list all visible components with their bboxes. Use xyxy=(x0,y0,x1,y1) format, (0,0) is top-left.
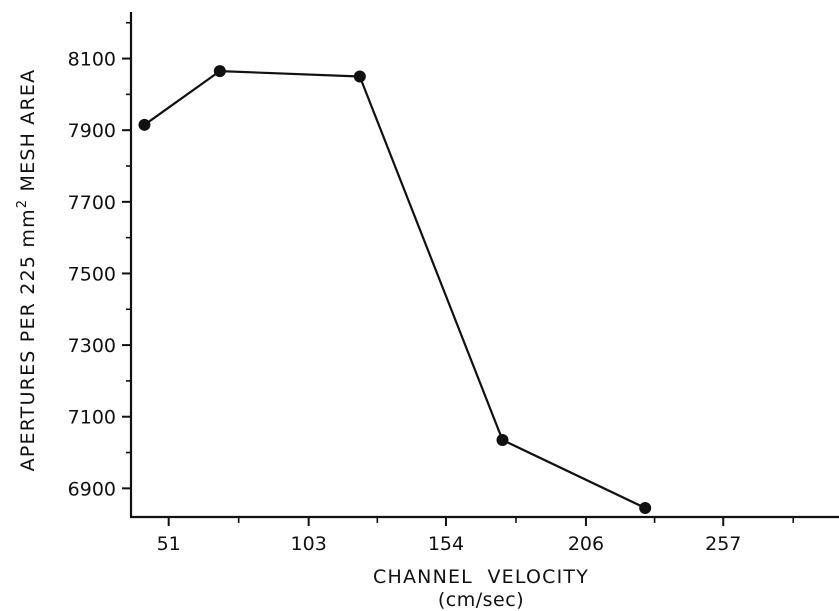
y-axis-title-main: APERTURES PER 225 mm xyxy=(17,208,39,471)
data-point xyxy=(496,433,509,446)
data-point xyxy=(639,502,652,515)
y-axis-title-superscript: 2 xyxy=(15,199,30,208)
y-tick-label: 7700 xyxy=(68,192,116,214)
data-point xyxy=(213,65,226,78)
x-tick-label: 103 xyxy=(291,533,327,555)
y-tick-label: 7100 xyxy=(68,407,116,429)
y-tick-label: 7300 xyxy=(68,335,116,357)
x-axis-unit: (cm/sec) xyxy=(438,589,524,611)
y-axis-ticks: 6900 7100 7300 7500 7700 7900 8100 xyxy=(68,21,131,500)
x-tick-label: 257 xyxy=(705,533,741,555)
y-axis-title-rest: MESH AREA xyxy=(17,69,39,199)
data-point xyxy=(353,70,366,83)
y-tick-label: 7500 xyxy=(68,263,116,285)
data-point xyxy=(138,118,151,131)
y-tick-label: 8100 xyxy=(68,49,116,71)
data-series xyxy=(138,65,652,515)
series-line xyxy=(143,69,646,509)
x-axis-title: CHANNEL VELOCITY xyxy=(373,566,589,588)
x-axis-ticks: 51 103 154 206 257 xyxy=(157,517,795,555)
y-tick-label: 6900 xyxy=(68,478,116,500)
x-tick-label: 51 xyxy=(157,533,181,555)
x-tick-label: 206 xyxy=(568,533,604,555)
y-tick-label: 7900 xyxy=(68,120,116,142)
axes xyxy=(129,12,839,519)
x-tick-label: 154 xyxy=(428,533,464,555)
y-axis-title: APERTURES PER 225 mm2 MESH AREA xyxy=(15,69,39,472)
